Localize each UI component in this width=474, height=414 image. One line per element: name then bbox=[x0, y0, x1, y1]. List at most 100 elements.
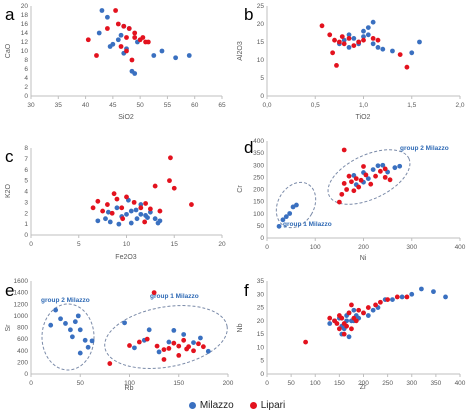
panel-b: 0,0 0,5 1,0 1,5 2,0 0 5 10 15 20 25 TiO2 Al2O3 b bbox=[237, 3, 465, 121]
data-point-milazzo bbox=[370, 41, 376, 47]
data-point-milazzo bbox=[397, 163, 403, 169]
y-tick-label: 35 bbox=[257, 278, 265, 285]
data-point-milazzo bbox=[69, 334, 75, 340]
data-point-milazzo bbox=[105, 209, 111, 215]
y-tick-label: 10 bbox=[257, 57, 265, 64]
data-point-lipari bbox=[341, 147, 347, 153]
data-point-lipari bbox=[368, 181, 374, 187]
x-axis-label: SiO2 bbox=[118, 114, 134, 121]
x-tick-label: 45 bbox=[109, 102, 117, 109]
data-point-lipari bbox=[327, 315, 333, 321]
data-point-lipari bbox=[375, 37, 381, 43]
data-point-lipari bbox=[334, 63, 339, 68]
y-tick-label: 30 bbox=[257, 291, 265, 298]
data-point-lipari bbox=[339, 191, 345, 197]
y-tick-label: 12 bbox=[21, 39, 29, 46]
x-tick-label: 1,5 bbox=[407, 102, 416, 109]
data-point-milazzo bbox=[419, 286, 424, 292]
y-tick-label: 50 bbox=[257, 223, 265, 230]
panel-letter: a bbox=[5, 5, 15, 24]
x-tick-label: 0,0 bbox=[262, 102, 271, 109]
data-point-lipari bbox=[132, 35, 138, 40]
data-point-lipari bbox=[113, 8, 118, 13]
y-tick-label: 15 bbox=[257, 39, 265, 46]
data-point-lipari bbox=[115, 21, 121, 27]
x-tick-label: 5 bbox=[77, 241, 81, 248]
data-point-lipari bbox=[404, 294, 410, 300]
x-tick-label: 150 bbox=[334, 380, 345, 387]
data-point-milazzo bbox=[392, 165, 398, 171]
y-tick-label: 400 bbox=[17, 348, 28, 355]
data-point-lipari bbox=[332, 37, 337, 43]
data-point-milazzo bbox=[159, 48, 165, 54]
data-point-lipari bbox=[351, 43, 357, 48]
x-tick-label: 1,0 bbox=[359, 102, 368, 109]
y-tick-label: 1000 bbox=[14, 313, 29, 320]
data-point-milazzo bbox=[103, 216, 108, 222]
y-tick-label: 20 bbox=[21, 3, 29, 10]
x-axis-label: Rb bbox=[125, 385, 134, 392]
data-point-lipari bbox=[336, 326, 342, 332]
data-point-lipari bbox=[124, 35, 129, 40]
data-point-lipari bbox=[349, 179, 354, 185]
data-point-milazzo bbox=[417, 39, 422, 45]
data-point-milazzo bbox=[115, 37, 121, 43]
data-point-lipari bbox=[161, 347, 167, 352]
data-point-lipari bbox=[200, 344, 206, 350]
panel-d: 0 100 200 300 400 0 50 100 150 200 250 300 350 400 Ni C… bbox=[237, 138, 466, 262]
data-point-lipari bbox=[356, 184, 362, 190]
group-ellipse bbox=[275, 181, 317, 229]
data-point-lipari bbox=[168, 155, 173, 161]
x-tick-label: 150 bbox=[173, 380, 184, 387]
y-tick-label: 14 bbox=[21, 30, 29, 37]
data-point-milazzo bbox=[346, 32, 352, 38]
data-point-lipari bbox=[387, 177, 393, 183]
panel-e: 0 50 100 150 200 0 200 400 600 800 1000 1200 1400 160… bbox=[5, 278, 234, 392]
data-point-milazzo bbox=[280, 217, 286, 223]
y-tick-label: 10 bbox=[257, 344, 265, 351]
y-tick-label: 300 bbox=[253, 162, 264, 169]
y-tick-label: 150 bbox=[253, 199, 264, 206]
data-point-lipari bbox=[327, 32, 333, 38]
y-tick-label: 0 bbox=[260, 371, 264, 378]
data-point-milazzo bbox=[346, 334, 352, 340]
y-axis-label: K2O bbox=[5, 183, 12, 198]
data-point-lipari bbox=[142, 219, 148, 225]
legend-item-lipari: Lipari bbox=[249, 400, 285, 411]
legend-item-milazzo: Milazzo bbox=[188, 400, 234, 411]
data-point-milazzo bbox=[89, 338, 95, 344]
data-point-lipari bbox=[95, 198, 101, 204]
data-point-milazzo bbox=[68, 327, 73, 333]
data-point-lipari bbox=[136, 339, 142, 345]
milazzo-marker-icon bbox=[188, 402, 196, 409]
data-point-milazzo bbox=[99, 8, 105, 13]
panel-f: 0 50 100 150 200 250 300 350 400 0 5 10 15 20 25 30 35 Zr… bbox=[237, 278, 466, 391]
y-axis-label: Sr bbox=[5, 324, 12, 332]
data-point-lipari bbox=[124, 194, 129, 200]
x-axis-label: Ni bbox=[360, 255, 367, 262]
legend-label-milazzo: Milazzo bbox=[199, 400, 234, 411]
y-tick-label: 20 bbox=[257, 21, 265, 28]
y-tick-label: 25 bbox=[257, 305, 265, 312]
data-point-lipari bbox=[373, 173, 378, 179]
data-point-lipari bbox=[143, 201, 149, 206]
x-axis-label: TiO2 bbox=[356, 114, 371, 121]
y-tick-label: 16 bbox=[21, 21, 29, 28]
data-point-milazzo bbox=[375, 163, 381, 169]
data-point-milazzo bbox=[96, 30, 102, 36]
y-tick-label: 0 bbox=[24, 93, 28, 100]
y-tick-label: 200 bbox=[17, 359, 28, 366]
data-point-lipari bbox=[346, 36, 352, 41]
data-point-lipari bbox=[341, 331, 347, 337]
x-tick-label: 30 bbox=[27, 102, 35, 109]
lipari-marker-icon bbox=[249, 402, 257, 409]
y-tick-label: 8 bbox=[24, 145, 28, 152]
data-point-milazzo bbox=[365, 313, 371, 318]
data-point-lipari bbox=[349, 302, 354, 308]
data-point-lipari bbox=[361, 37, 366, 43]
data-point-milazzo bbox=[198, 335, 203, 341]
x-tick-label: 50 bbox=[77, 380, 85, 387]
panel-letter: b bbox=[244, 5, 253, 24]
y-tick-label: 10 bbox=[21, 48, 29, 55]
panel-letter: d bbox=[244, 138, 253, 157]
